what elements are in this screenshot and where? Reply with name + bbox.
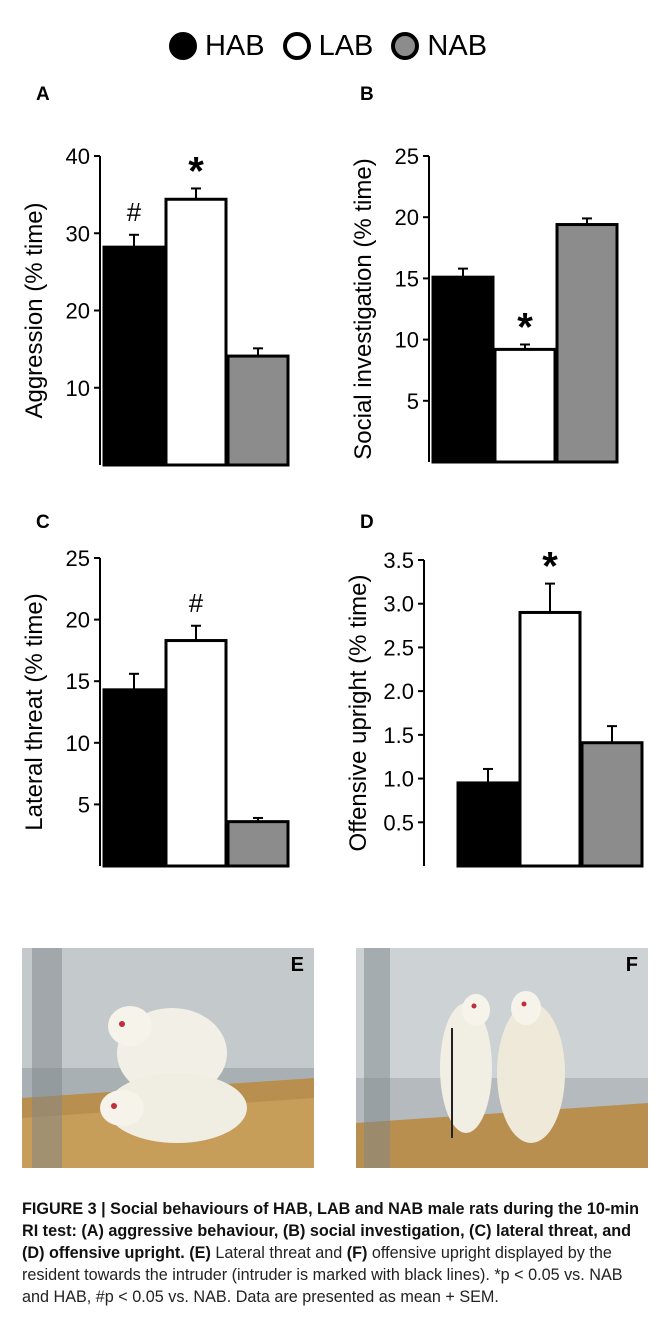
y-tick-label: 3.0 — [383, 592, 414, 617]
panel-letter-d: D — [360, 512, 374, 533]
legend-item-hab: HAB — [168, 29, 265, 63]
bar-charts: A 10 20 30 40 Aggression (% time) # * B 5 10 15 20 25… — [21, 84, 644, 868]
y-tick-label: 20 — [66, 299, 90, 324]
y-tick-label: 15 — [66, 669, 90, 694]
legend: HAB LAB NAB — [0, 24, 656, 68]
significance-marker: * — [188, 149, 204, 193]
legend-label-lab: LAB — [318, 29, 374, 62]
y-axis-label: Aggression (% time) — [21, 202, 48, 418]
y-axis-label: Lateral threat (% time) — [21, 593, 48, 830]
y-tick-label: 30 — [66, 221, 90, 246]
y-tick-label: 20 — [395, 205, 419, 230]
caption-part1-label: (E) — [189, 1244, 211, 1262]
panel-letter-a: A — [36, 84, 50, 105]
bar-hab — [431, 275, 495, 464]
y-tick-label: 0.5 — [383, 810, 414, 835]
photo-label-e: E — [290, 954, 304, 976]
photo-label-f: F — [625, 954, 638, 976]
y-axis-label: Social investigation (% time) — [350, 158, 377, 459]
rats-lateral-threat-photo — [22, 948, 314, 1168]
bar-lab — [518, 610, 582, 868]
y-tick-label: 25 — [395, 144, 419, 169]
y-tick-label: 5 — [78, 792, 90, 817]
y-tick-label: 2.0 — [383, 679, 414, 704]
legend-label-hab: HAB — [204, 29, 265, 62]
figure-caption: FIGURE 3 | Social behaviours of HAB, LAB… — [22, 1198, 642, 1308]
bar-nab — [226, 820, 290, 868]
bar-nab — [555, 223, 619, 464]
caption-title: FIGURE 3 | Social behaviours of HAB, LAB… — [22, 1200, 640, 1262]
bar-lab — [164, 639, 228, 868]
rats-offensive-upright-photo — [356, 948, 648, 1168]
chart-panel-c: C 5 10 15 20 25 Lateral threat (% time) # — [21, 512, 290, 868]
bar-hab — [102, 245, 166, 467]
caption-part2-label: (F) — [346, 1244, 368, 1262]
legend-swatch-nab — [391, 32, 420, 60]
significance-marker: * — [542, 545, 558, 589]
chart-panel-b: B 5 10 15 20 25 Social investigation (% time) * — [350, 84, 619, 464]
bar-nab — [226, 354, 290, 467]
bar-lab — [493, 347, 557, 464]
significance-marker: # — [189, 588, 204, 618]
photo-panel-e: E — [22, 948, 314, 1168]
y-tick-label: 15 — [395, 266, 419, 291]
bar-hab — [102, 688, 166, 868]
chart-panel-d: D 0.5 1.0 1.5 2.0 2.5 3.0 3.5 Offensive upright … — [345, 512, 644, 868]
caption-part2-text: offensive upright displayed by the resid… — [22, 1244, 623, 1306]
significance-marker: * — [517, 305, 533, 349]
legend-label-nab: NAB — [427, 29, 488, 62]
bar-lab — [164, 197, 228, 467]
panel-letter-c: C — [36, 512, 50, 533]
legend-swatch-lab — [282, 32, 311, 60]
y-tick-label: 40 — [66, 144, 90, 169]
y-tick-label: 1.0 — [383, 767, 414, 792]
legend-swatch-hab — [168, 32, 197, 60]
legend-item-nab: NAB — [391, 30, 487, 63]
y-tick-label: 10 — [66, 731, 90, 756]
bar-hab — [456, 781, 520, 868]
bar-nab — [580, 741, 644, 868]
y-tick-label: 1.5 — [383, 723, 414, 748]
y-axis-label: Offensive upright (% time) — [345, 575, 372, 852]
y-tick-label: 3.5 — [383, 548, 414, 573]
y-tick-label: 10 — [66, 376, 90, 401]
legend-item-lab: LAB — [282, 29, 374, 63]
photo-panel-f: F — [356, 948, 648, 1168]
y-tick-label: 5 — [407, 389, 419, 414]
significance-marker: # — [127, 197, 142, 227]
y-tick-label: 20 — [66, 608, 90, 633]
caption-part1-text: Lateral threat and — [210, 1244, 347, 1262]
chart-panel-a: A 10 20 30 40 Aggression (% time) # * — [21, 84, 290, 467]
y-tick-label: 25 — [66, 546, 90, 571]
panel-letter-b: B — [360, 84, 374, 105]
y-tick-label: 10 — [395, 328, 419, 353]
y-tick-label: 2.5 — [383, 635, 414, 660]
